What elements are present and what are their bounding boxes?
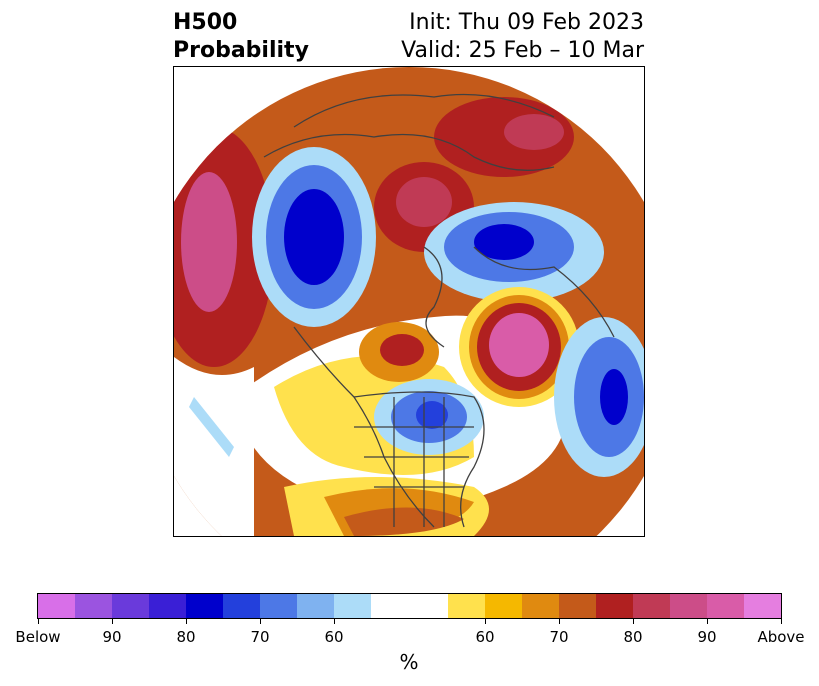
colorbar-swatch bbox=[371, 594, 448, 618]
warm-core-west bbox=[181, 172, 237, 312]
colorbar-swatch bbox=[186, 594, 223, 618]
title-product: Probability bbox=[173, 38, 309, 63]
map-dates: Init: Thu 09 Feb 2023 Valid: 25 Feb – 10… bbox=[401, 9, 644, 65]
colorbar-swatch bbox=[38, 594, 75, 618]
warm-core-arctic bbox=[396, 177, 452, 227]
colorbar-tickmark bbox=[334, 619, 335, 624]
cold-anomaly-east-core bbox=[600, 369, 628, 425]
colorbar-tickmark bbox=[260, 619, 261, 624]
colorbar-tick-label: 60 bbox=[324, 628, 344, 646]
valid-range: Valid: 25 Feb – 10 Mar bbox=[401, 38, 644, 63]
colorbar-tick-label: 80 bbox=[623, 628, 643, 646]
colorbar-tickmark bbox=[485, 619, 486, 624]
colorbar-swatch bbox=[633, 594, 670, 618]
coastlines bbox=[263, 93, 615, 528]
colorbar-swatch bbox=[297, 594, 334, 618]
title-variable: H500 bbox=[173, 10, 238, 35]
colorbar bbox=[37, 593, 782, 619]
init-date: Init: Thu 09 Feb 2023 bbox=[409, 10, 644, 35]
cold-streak-pacific bbox=[189, 397, 234, 457]
colorbar-tickmark bbox=[781, 619, 782, 624]
colorbar-swatch bbox=[260, 594, 297, 618]
colorbar-tick-label: 70 bbox=[549, 628, 569, 646]
colorbar-tick-label: 70 bbox=[250, 628, 270, 646]
colorbar-swatch bbox=[522, 594, 559, 618]
colorbar-tick-label: 90 bbox=[697, 628, 717, 646]
colorbar-tick-label: 90 bbox=[102, 628, 122, 646]
colorbar-tickmark bbox=[559, 619, 560, 624]
colorbar-swatch bbox=[485, 594, 522, 618]
colorbar-swatch bbox=[744, 594, 781, 618]
warm-center-core bbox=[380, 334, 424, 366]
colorbar-tick-label: 80 bbox=[176, 628, 196, 646]
colorbar-tick-label: Above bbox=[757, 628, 805, 646]
colorbar-tick-label: 60 bbox=[475, 628, 495, 646]
neutral-zone-sw bbox=[174, 357, 254, 536]
colorbar-swatch bbox=[707, 594, 744, 618]
colorbar-swatch bbox=[596, 594, 633, 618]
colorbar-swatch bbox=[559, 594, 596, 618]
colorbar-swatch bbox=[334, 594, 371, 618]
colorbar-units: % bbox=[399, 650, 419, 674]
cold-anomaly-nw-core bbox=[284, 189, 344, 285]
colorbar-tick-label: Below bbox=[15, 628, 61, 646]
warm-core-atlantic bbox=[489, 313, 549, 377]
colorbar-tickmark bbox=[186, 619, 187, 624]
colorbar-tickmark bbox=[38, 619, 39, 624]
cold-anomaly-europe-core bbox=[474, 224, 534, 260]
colorbar-tickmark bbox=[707, 619, 708, 624]
map-title: H500 Probability bbox=[173, 9, 309, 65]
cold-anomaly-na-core bbox=[416, 401, 448, 429]
colorbar-tickmark bbox=[633, 619, 634, 624]
colorbar-swatch bbox=[112, 594, 149, 618]
colorbar-swatch bbox=[670, 594, 707, 618]
warm-core-north bbox=[504, 114, 564, 150]
colorbar-tickmark bbox=[112, 619, 113, 624]
colorbar-swatch bbox=[448, 594, 485, 618]
colorbar-swatch bbox=[223, 594, 260, 618]
map-graphic bbox=[174, 67, 644, 536]
colorbar-swatch bbox=[149, 594, 186, 618]
warm-south-strong bbox=[344, 507, 464, 536]
probability-map bbox=[173, 66, 645, 537]
colorbar-swatch bbox=[75, 594, 112, 618]
